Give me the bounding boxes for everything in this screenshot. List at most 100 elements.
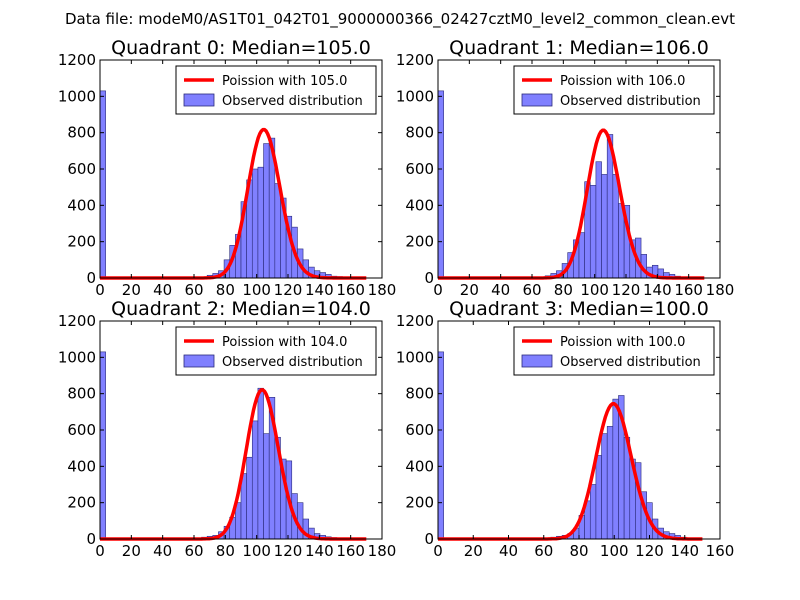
histogram-bar [595, 161, 602, 279]
histogram-bar [251, 168, 259, 279]
legend-bar-swatch [521, 93, 553, 107]
y-tick-label: 1200 [396, 312, 434, 330]
histogram-bar [612, 174, 619, 279]
y-tick-label: 600 [405, 160, 434, 178]
legend: Poission with 106.0 Observed distribution [513, 65, 715, 115]
x-tick-label: 100 [242, 281, 271, 299]
x-tick-label: 100 [580, 281, 609, 299]
x-tick-label: 160 [336, 542, 365, 560]
y-tick-label: 800 [405, 385, 434, 403]
y-tick-label: 1200 [58, 312, 96, 330]
y-tick-label: 0 [86, 269, 96, 287]
histogram-bar [437, 351, 444, 540]
x-tick-label: 160 [674, 281, 703, 299]
x-tick-label: 80 [216, 281, 235, 299]
x-tick-label: 100 [600, 542, 629, 560]
x-tick-label: 120 [612, 281, 641, 299]
x-tick-label: 20 [464, 542, 483, 560]
y-tick-label: 600 [405, 421, 434, 439]
y-tick-label: 1000 [58, 87, 96, 105]
subplot-title: Quadrant 2: Median=104.0 [111, 298, 371, 320]
histogram-bar [601, 433, 608, 540]
poisson-curve [437, 128, 705, 280]
y-tick-label: 200 [67, 233, 96, 251]
legend-bar-swatch [183, 93, 215, 107]
x-tick-label: 80 [216, 542, 235, 560]
poisson-curve [438, 402, 703, 541]
histogram-bar [263, 143, 270, 279]
histogram-bar [274, 183, 281, 279]
y-tick-label: 600 [67, 421, 96, 439]
histogram-bar [99, 351, 106, 540]
poisson-curve [99, 127, 367, 280]
x-tick-label: 140 [305, 281, 334, 299]
legend: Poission with 100.0 Observed distribution [513, 326, 715, 376]
x-tick-label: 120 [274, 281, 303, 299]
x-tick-label: 40 [491, 281, 510, 299]
x-tick-label: 140 [305, 542, 334, 560]
x-tick-label: 80 [569, 542, 588, 560]
x-tick-label: 120 [635, 542, 664, 560]
y-tick-label: 1200 [58, 51, 96, 69]
y-tick-label: 800 [67, 385, 96, 403]
x-tick-label: 120 [274, 542, 303, 560]
histogram-bars [437, 351, 693, 540]
y-tick-label: 200 [405, 494, 434, 512]
histogram-bar [612, 398, 619, 540]
y-tick-label: 400 [67, 196, 96, 214]
subplot-title: Quadrant 1: Median=106.0 [449, 37, 709, 59]
x-tick-label: 40 [153, 281, 172, 299]
x-tick-label: 0 [95, 281, 105, 299]
x-tick-label: 140 [670, 542, 699, 560]
histogram-bar [257, 387, 264, 540]
legend-label-observed: Observed distribution [560, 355, 701, 370]
y-tick-label: 0 [86, 530, 96, 548]
histogram-bar [99, 90, 106, 279]
figure-suptitle: Data file: modeM0/AS1T01_042T01_90000003… [65, 10, 735, 29]
histogram-bar [246, 456, 253, 540]
y-tick-label: 200 [405, 233, 434, 251]
legend: Poission with 105.0 Observed distribution [175, 65, 377, 115]
y-tick-label: 200 [67, 494, 96, 512]
legend-label-poisson: Poission with 105.0 [222, 74, 347, 89]
histogram-bar [589, 185, 597, 279]
legend-label-observed: Observed distribution [222, 94, 363, 109]
legend-label-poisson: Poission with 100.0 [560, 335, 685, 350]
subplot-title: Quadrant 3: Median=100.0 [449, 298, 709, 320]
legend-bar-swatch [183, 354, 215, 368]
x-tick-label: 180 [368, 281, 397, 299]
histogram-bar [297, 502, 304, 540]
legend: Poission with 104.0 Observed distribution [175, 326, 377, 376]
x-tick-label: 0 [433, 281, 443, 299]
x-tick-label: 0 [433, 542, 443, 560]
legend-label-observed: Observed distribution [222, 355, 363, 370]
y-tick-label: 400 [405, 196, 434, 214]
x-tick-label: 60 [522, 281, 541, 299]
x-tick-label: 40 [499, 542, 518, 560]
x-tick-label: 20 [122, 281, 141, 299]
y-tick-label: 800 [67, 124, 96, 142]
histogram-bar [257, 166, 264, 279]
x-tick-label: 20 [460, 281, 479, 299]
y-tick-label: 1000 [396, 87, 434, 105]
poisson-curve [99, 388, 367, 541]
legend-label-poisson: Poission with 104.0 [222, 335, 347, 350]
subplot-title: Quadrant 0: Median=105.0 [111, 37, 371, 59]
histogram-bar [601, 174, 608, 279]
legend-label-poisson: Poission with 106.0 [560, 74, 685, 89]
legend-label-observed: Observed distribution [560, 94, 701, 109]
x-tick-label: 20 [122, 542, 141, 560]
histogram-bars [99, 351, 349, 540]
subplot-quadrant-3: Quadrant 3: Median=100.0 0 20 40 60 80 100 120 1… [396, 298, 735, 560]
x-tick-label: 100 [242, 542, 271, 560]
histogram-bar [263, 433, 270, 540]
subplot-quadrant-2: Quadrant 2: Median=104.00 20 40 60 80 100 120 1… [58, 298, 397, 560]
x-tick-label: 0 [95, 542, 105, 560]
y-tick-label: 600 [67, 160, 96, 178]
y-tick-label: 400 [67, 457, 96, 475]
legend-bar-swatch [521, 354, 553, 368]
x-tick-label: 80 [554, 281, 573, 299]
y-tick-label: 400 [405, 457, 434, 475]
y-tick-label: 1000 [396, 348, 434, 366]
